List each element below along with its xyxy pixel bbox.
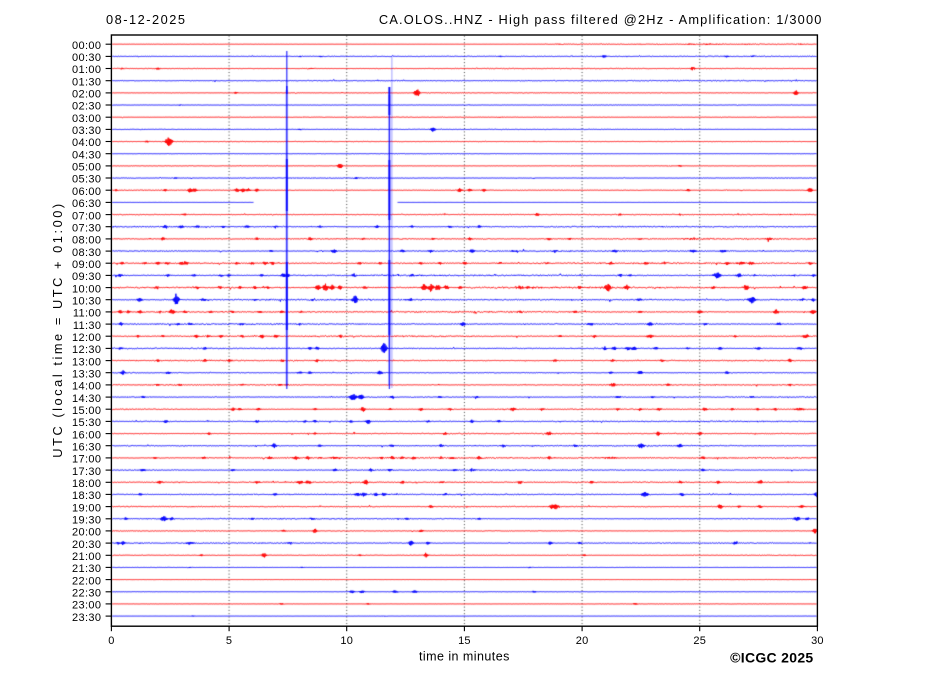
svg-text:0: 0 bbox=[108, 635, 114, 647]
svg-text:21:30: 21:30 bbox=[72, 563, 101, 575]
svg-text:14:30: 14:30 bbox=[72, 393, 101, 405]
svg-text:time in minutes: time in minutes bbox=[419, 649, 510, 663]
svg-text:13:30: 13:30 bbox=[72, 368, 101, 380]
svg-text:08-12-2025: 08-12-2025 bbox=[106, 12, 186, 27]
svg-text:14:00: 14:00 bbox=[72, 381, 101, 393]
svg-text:17:30: 17:30 bbox=[72, 466, 101, 478]
svg-text:01:30: 01:30 bbox=[72, 76, 101, 88]
svg-text:30: 30 bbox=[811, 635, 824, 647]
svg-text:09:30: 09:30 bbox=[72, 271, 101, 283]
svg-text:04:00: 04:00 bbox=[72, 137, 101, 149]
svg-text:10:30: 10:30 bbox=[72, 295, 101, 307]
svg-text:©ICGC 2025: ©ICGC 2025 bbox=[730, 650, 813, 666]
svg-text:23:00: 23:00 bbox=[72, 600, 101, 612]
svg-text:20:30: 20:30 bbox=[72, 539, 101, 551]
svg-text:07:00: 07:00 bbox=[72, 210, 101, 222]
svg-text:18:30: 18:30 bbox=[72, 490, 101, 502]
svg-text:08:30: 08:30 bbox=[72, 247, 101, 259]
svg-text:06:30: 06:30 bbox=[72, 198, 101, 210]
svg-text:5: 5 bbox=[226, 635, 232, 647]
svg-text:22:00: 22:00 bbox=[72, 575, 101, 587]
svg-text:17:00: 17:00 bbox=[72, 454, 101, 466]
svg-text:15:30: 15:30 bbox=[72, 417, 101, 429]
svg-text:10: 10 bbox=[340, 635, 353, 647]
svg-text:11:30: 11:30 bbox=[73, 320, 101, 332]
svg-text:02:00: 02:00 bbox=[72, 89, 101, 101]
svg-text:01:00: 01:00 bbox=[72, 64, 101, 76]
svg-text:12:30: 12:30 bbox=[72, 344, 101, 356]
svg-text:04:30: 04:30 bbox=[72, 149, 101, 161]
svg-text:03:00: 03:00 bbox=[72, 113, 101, 125]
svg-text:00:30: 00:30 bbox=[72, 52, 101, 64]
svg-text:11:00: 11:00 bbox=[73, 308, 101, 320]
svg-text:00:00: 00:00 bbox=[72, 40, 101, 52]
svg-text:20: 20 bbox=[576, 635, 589, 647]
svg-text:09:00: 09:00 bbox=[72, 259, 101, 271]
svg-text:19:30: 19:30 bbox=[72, 515, 101, 527]
svg-text:CA.OLOS..HNZ - High pass filte: CA.OLOS..HNZ - High pass filtered @2Hz -… bbox=[379, 12, 823, 27]
svg-text:03:30: 03:30 bbox=[72, 125, 101, 137]
svg-text:02:30: 02:30 bbox=[72, 101, 101, 113]
svg-text:UTC (local time = UTC + 01:00): UTC (local time = UTC + 01:00) bbox=[50, 201, 65, 457]
svg-text:05:00: 05:00 bbox=[72, 162, 101, 174]
svg-text:06:00: 06:00 bbox=[72, 186, 101, 198]
svg-text:05:30: 05:30 bbox=[72, 174, 101, 186]
svg-text:10:00: 10:00 bbox=[72, 283, 101, 295]
svg-text:13:00: 13:00 bbox=[72, 356, 101, 368]
svg-text:20:00: 20:00 bbox=[72, 527, 101, 539]
svg-text:18:00: 18:00 bbox=[72, 478, 101, 490]
svg-text:08:00: 08:00 bbox=[72, 235, 101, 247]
svg-text:07:30: 07:30 bbox=[72, 222, 101, 234]
svg-text:21:00: 21:00 bbox=[72, 551, 101, 563]
svg-text:19:00: 19:00 bbox=[72, 502, 101, 514]
svg-text:15: 15 bbox=[458, 635, 471, 647]
svg-text:15:00: 15:00 bbox=[72, 405, 101, 417]
svg-text:16:30: 16:30 bbox=[72, 441, 101, 453]
svg-text:16:00: 16:00 bbox=[72, 429, 101, 441]
svg-text:12:00: 12:00 bbox=[72, 332, 101, 344]
svg-text:22:30: 22:30 bbox=[72, 588, 101, 600]
svg-text:25: 25 bbox=[693, 635, 706, 647]
svg-text:23:30: 23:30 bbox=[72, 612, 101, 624]
